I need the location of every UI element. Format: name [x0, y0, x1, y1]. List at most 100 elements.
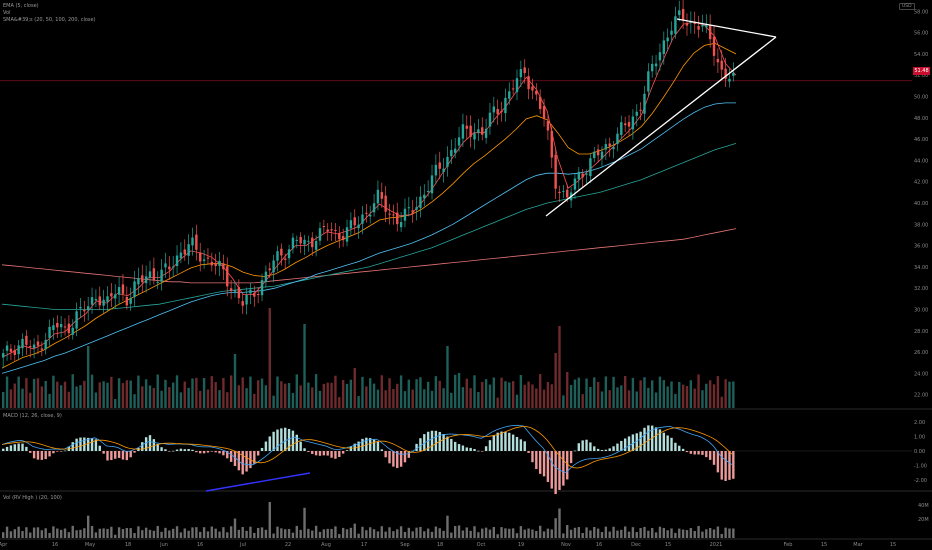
vol-rv-bar — [689, 528, 693, 538]
volume-bar — [419, 377, 422, 408]
volume-bar — [164, 379, 167, 408]
candle-body — [202, 259, 206, 261]
macd-histogram-bar — [608, 448, 611, 451]
vol-rv-bar — [276, 526, 279, 538]
macd-histogram-bar — [728, 451, 731, 480]
volume-bar — [90, 374, 94, 408]
macd-histogram-bar — [160, 447, 163, 451]
vol-rv-bar — [114, 534, 117, 538]
volume-bar — [457, 373, 461, 408]
candle-body — [446, 156, 449, 167]
macd-histogram-bar — [407, 451, 411, 458]
macd-y-axis: 2.00 1.00 0.00 -1.00 -2.00 — [914, 420, 927, 484]
volume-bar — [9, 389, 13, 408]
vol-rv-bar — [52, 526, 55, 538]
macd-histogram-bar — [550, 451, 553, 489]
volume-bar — [697, 374, 700, 408]
vol-rv-bar — [678, 528, 681, 538]
vol-rv-bar — [199, 531, 202, 538]
vol-rv-bar — [256, 528, 260, 538]
macd-histogram-bar — [318, 451, 322, 456]
candle-body — [538, 96, 542, 110]
macd-line — [1, 425, 733, 473]
vol-rv-bar — [542, 531, 546, 538]
candle-body — [384, 195, 387, 212]
price-tick-label: 54.00 — [914, 52, 928, 58]
candle-body — [71, 327, 74, 335]
volume-bar — [403, 391, 407, 408]
candle-body — [708, 24, 712, 40]
vol-rv-bar — [500, 527, 503, 538]
macd-histogram-bar — [716, 451, 720, 473]
volume-bar — [438, 380, 441, 408]
vol-rv-bar — [442, 530, 445, 538]
macd-histogram-bar — [287, 428, 291, 451]
candle-body — [144, 276, 148, 284]
vol-rv-bar — [160, 531, 163, 538]
volume-bar — [469, 388, 472, 408]
candle-body — [399, 222, 403, 228]
candle-body — [280, 248, 283, 256]
price-tick-label: 48.00 — [914, 116, 928, 122]
vol-rv-bar — [9, 531, 13, 538]
macd-histogram-bar — [419, 438, 422, 451]
candle-body — [438, 162, 441, 169]
candle-body — [249, 289, 252, 294]
candle-body — [531, 86, 534, 91]
vol-rv-bar — [554, 518, 557, 538]
moving-average-lines — [1, 21, 737, 374]
candle-body — [361, 214, 364, 224]
volume-bar — [654, 392, 658, 408]
vol-rv-bar — [477, 532, 480, 538]
candle-body — [36, 341, 40, 346]
candle-body — [67, 323, 71, 334]
macd-histogram-bar — [569, 451, 573, 464]
volume-bar — [504, 381, 507, 408]
time-tick-label: Sep — [400, 542, 409, 548]
volume-bar — [569, 385, 573, 408]
vol-rv-bar — [21, 531, 24, 538]
candle-body — [681, 8, 685, 21]
macd-histogram-bar — [693, 451, 696, 455]
macd-histogram-bar — [94, 439, 98, 451]
price-tick-label: 40.00 — [914, 201, 928, 207]
legend-vol-rv: Vol (RV High ) (20, 100) — [3, 495, 62, 501]
volume-bar — [144, 379, 148, 408]
macd-histogram-bar — [48, 451, 51, 457]
candle-body — [562, 190, 565, 192]
macd-histogram-bar — [423, 434, 426, 451]
candle-body — [13, 349, 16, 355]
macd-histogram-bar — [141, 442, 144, 451]
candle-body — [9, 348, 13, 352]
volume-bar — [2, 392, 5, 408]
vol-rv-bar — [137, 526, 140, 538]
macd-histogram-bar — [697, 451, 700, 455]
candle-body — [334, 229, 337, 231]
volume-bar — [121, 383, 125, 408]
candle-body — [79, 307, 82, 309]
vol-rv-bar — [453, 526, 457, 538]
candle-body — [674, 16, 677, 34]
volume-bar — [79, 385, 82, 408]
volume-bar — [148, 385, 152, 408]
currency-badge[interactable]: USD — [899, 3, 915, 10]
macd-histogram-bar — [152, 439, 156, 451]
candle-body — [423, 194, 426, 199]
macd-histogram-bar — [426, 431, 430, 451]
candle-body — [481, 127, 484, 135]
vol-rv-bar — [589, 530, 592, 538]
vol-rv-bar — [492, 527, 496, 538]
vol-rv-bar — [531, 529, 534, 538]
volume-bar — [473, 375, 476, 408]
candle-body — [511, 88, 515, 90]
macd-histogram-bar — [256, 451, 260, 456]
volume-bar — [303, 324, 306, 408]
macd-histogram-bar — [56, 451, 59, 452]
macd-tick-label: -2.00 — [914, 478, 927, 484]
candle-body — [685, 23, 689, 26]
time-tick-label: Feb — [784, 542, 793, 548]
macd-histogram-bar — [732, 451, 735, 479]
macd-histogram-bar — [102, 451, 105, 454]
macd-histogram-bar — [461, 445, 465, 451]
candle-body — [322, 226, 326, 228]
